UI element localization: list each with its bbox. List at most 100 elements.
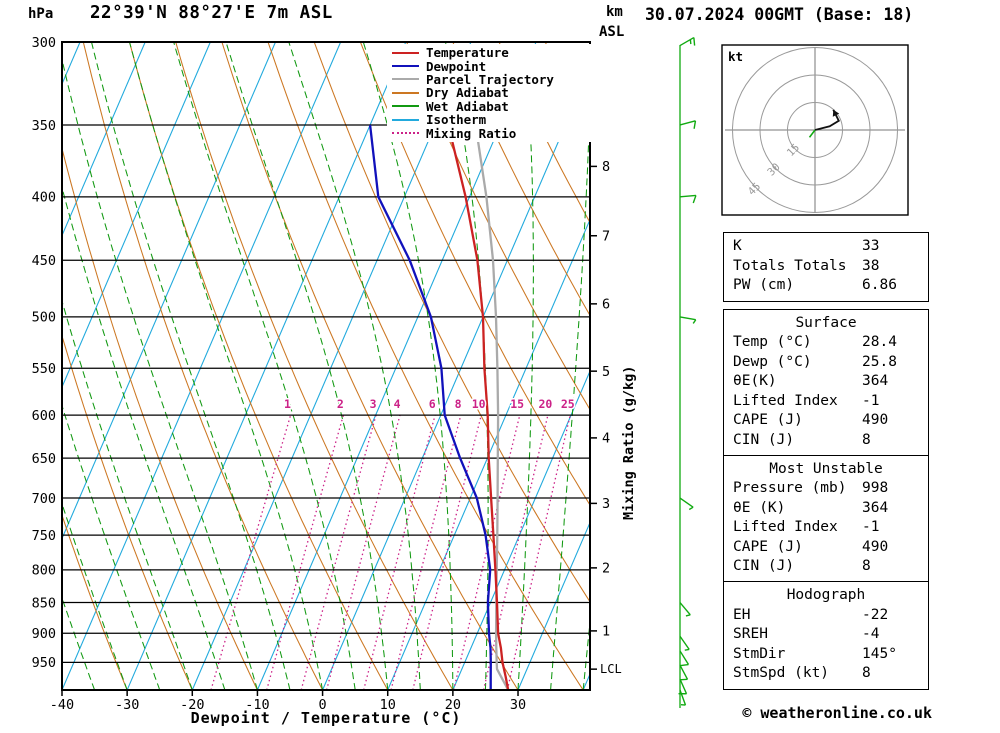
wind-barb-feather bbox=[693, 37, 696, 46]
panel-row: Totals Totals 38 bbox=[724, 257, 928, 277]
legend-line-swatch bbox=[392, 65, 419, 68]
dewpoint-profile-line bbox=[368, 124, 492, 690]
legend-line-swatch bbox=[392, 51, 419, 54]
temp-tick-label: -40 bbox=[50, 697, 74, 713]
axis-labels: 3003504004505005506006507007508008509009… bbox=[32, 35, 622, 713]
legend-line-swatch bbox=[392, 91, 419, 94]
wind-barb bbox=[679, 497, 694, 508]
dry-adiabat-line bbox=[498, 42, 590, 224]
panel-row-value: 490 bbox=[862, 538, 889, 555]
legend-item: Dewpoint bbox=[392, 58, 593, 74]
panel-row: CIN (J) 8 bbox=[724, 431, 928, 451]
isotherm-line bbox=[387, 218, 590, 690]
pressure-tick-label: 800 bbox=[32, 563, 56, 579]
panel-row-value: -22 bbox=[862, 606, 889, 623]
mixing-ratio-value-label: 2 bbox=[337, 397, 344, 411]
panel-row: θE(K) 364 bbox=[724, 372, 928, 392]
panel-header: Hodograph bbox=[786, 587, 866, 603]
temp-tick-label: 20 bbox=[445, 697, 461, 713]
pressure-tick-label: 400 bbox=[32, 190, 56, 206]
mixing-ratio-value-label: 1 bbox=[284, 397, 291, 411]
legend-item-label: Dewpoint bbox=[426, 58, 487, 74]
mixing-ratio-line bbox=[506, 414, 571, 690]
mixing-ratio-value-label: 20 bbox=[538, 397, 552, 411]
indices-panels: K 33 Totals Totals 38 PW (cm) 6.86 Surface Temp… bbox=[723, 232, 929, 690]
mixing-ratio-axis-title: Mixing Ratio (g/kg) bbox=[621, 365, 637, 520]
wet-adiabat-line bbox=[128, 42, 324, 690]
temp-tick-label: 0 bbox=[319, 697, 327, 713]
mixing-ratio-value-label: 4 bbox=[394, 397, 401, 411]
pressure-tick-label: 900 bbox=[32, 626, 56, 642]
wind-barb bbox=[679, 316, 696, 321]
isotherm-line bbox=[517, 521, 590, 690]
panel-row-label: K bbox=[733, 238, 742, 254]
legend-item: Isotherm bbox=[392, 112, 593, 127]
pressure-tick-label: 850 bbox=[32, 595, 56, 611]
mixing-ratio-value-label: 3 bbox=[370, 397, 377, 411]
hodograph-ring bbox=[759, 74, 871, 186]
legend-line-swatch bbox=[392, 132, 419, 135]
km-tick-label: 8 bbox=[602, 159, 610, 175]
wind-barb-half-feather bbox=[688, 506, 694, 511]
wind-barb bbox=[679, 602, 691, 616]
temp-tick-label: -10 bbox=[245, 697, 269, 713]
copyright-notice: © weatheronline.co.uk bbox=[742, 704, 932, 722]
wind-barb-half-feather bbox=[684, 648, 690, 651]
pressure-tick-label: 950 bbox=[32, 655, 56, 671]
temp-tick-label: 10 bbox=[380, 697, 396, 713]
km-tick-label: 4 bbox=[602, 431, 610, 447]
panel-row: Dewp (°C) 25.8 bbox=[724, 353, 928, 373]
isotherm-line bbox=[256, 42, 537, 690]
panel-row-label: θE(K) bbox=[733, 373, 777, 389]
isotherm-line bbox=[62, 42, 342, 690]
legend-item: Mixing Ratio bbox=[392, 125, 593, 141]
mixing-ratio-value-label: 25 bbox=[561, 397, 575, 411]
panel-row-value: 145° bbox=[862, 645, 897, 662]
pressure-tick-label: 450 bbox=[32, 253, 56, 269]
legend-item: Temperature bbox=[392, 45, 593, 60]
pressure-tick-label: 700 bbox=[32, 491, 56, 507]
isotherm-line bbox=[62, 42, 277, 540]
hodograph-ring bbox=[732, 47, 898, 213]
panel-row-value: 998 bbox=[862, 480, 889, 496]
panel-row-label: CAPE (J) bbox=[733, 538, 803, 555]
panel-row: StmDir 145° bbox=[724, 645, 928, 665]
panel-row-value: 364 bbox=[862, 373, 889, 389]
panel-row-label: EH bbox=[733, 606, 751, 623]
mixing-ratio-line bbox=[325, 414, 401, 690]
wind-barb-column bbox=[678, 36, 697, 708]
wet-adiabat-line bbox=[62, 299, 193, 690]
wind-barb-feather bbox=[692, 195, 697, 204]
station-title: 22°39'N 88°27'E 7m ASL bbox=[90, 3, 333, 23]
panel-row-label: StmDir bbox=[733, 645, 786, 662]
mixing-ratio-value-label: 10 bbox=[472, 397, 486, 411]
datetime-title: 30.07.2024 00GMT (Base: 18) bbox=[645, 5, 914, 24]
data-panel-most-unstable: Most Unstable Pressure (mb) 998 θE (K) 364 Li… bbox=[723, 454, 929, 583]
chart-legend: Temperature Dewpoint Parcel Trajectory Dry … bbox=[387, 44, 593, 142]
dry-adiabat-line bbox=[452, 42, 590, 317]
wind-barb bbox=[679, 664, 689, 680]
wind-barb-half-feather bbox=[685, 614, 691, 617]
panel-row: Lifted Index -1 bbox=[724, 392, 928, 412]
panel-row-value: 8 bbox=[862, 558, 871, 574]
panel-row: θE (K) 364 bbox=[724, 499, 928, 519]
panel-row-label: SREH bbox=[733, 626, 768, 642]
panel-row-label: θE (K) bbox=[733, 499, 786, 516]
pressure-tick-label: 350 bbox=[32, 118, 56, 134]
isotherm-line bbox=[452, 369, 590, 690]
legend-item: Parcel Trajectory bbox=[392, 72, 593, 87]
km-tick-label: 1 bbox=[602, 624, 610, 640]
isotherm-line bbox=[191, 42, 472, 690]
panel-row-label: PW (cm) bbox=[733, 277, 795, 293]
mixing-ratio-line bbox=[300, 414, 377, 690]
panel-row: Pressure (mb) 998 bbox=[724, 479, 928, 499]
panel-row-label: Lifted Index bbox=[733, 392, 838, 409]
altitude-axis-unit-km: km bbox=[606, 4, 623, 20]
km-tick-label: 6 bbox=[602, 297, 610, 313]
panel-row-value: -1 bbox=[862, 519, 880, 535]
panel-row-value: 6.86 bbox=[862, 277, 897, 293]
legend-item-label: Mixing Ratio bbox=[426, 125, 517, 141]
